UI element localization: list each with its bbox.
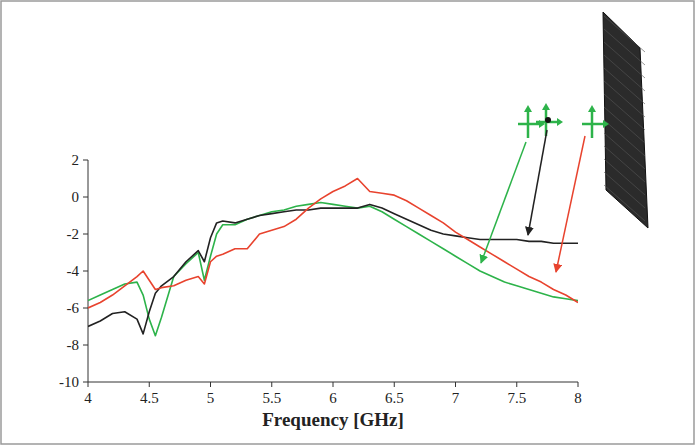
panel-line xyxy=(604,146,645,182)
panel-line xyxy=(604,185,645,221)
antenna-icon xyxy=(582,105,609,138)
y-tick xyxy=(83,345,88,346)
pointer-arrow xyxy=(556,136,585,272)
x-tick-label: 4.5 xyxy=(140,390,159,406)
x-tick-label: 5 xyxy=(207,390,215,406)
x-tick xyxy=(578,382,579,387)
x-tick xyxy=(88,382,89,387)
x-tick xyxy=(455,382,456,387)
x-tick-label: 7.5 xyxy=(507,390,526,406)
y-tick xyxy=(83,382,88,383)
x-tick-label: 6.5 xyxy=(385,390,404,406)
x-tick xyxy=(210,382,211,387)
x-tick xyxy=(394,382,395,387)
plot-lines xyxy=(88,179,578,336)
y-tick-label: -4 xyxy=(67,263,80,279)
x-tick-label: 5.5 xyxy=(262,390,281,406)
y-tick xyxy=(83,271,88,272)
chart: -10 -8 -6 -4 -2 0 2 4 4.5 5 5.5 6 6.5 7 7.5 8 Frequency … xyxy=(0,0,695,445)
panel-line xyxy=(604,55,645,91)
x-tick-label: 7 xyxy=(452,390,460,406)
x-tick-label: 8 xyxy=(574,390,582,406)
icon-dot xyxy=(545,117,551,123)
panel-line xyxy=(604,29,645,65)
y-tick-label: 0 xyxy=(72,189,80,205)
panel-line xyxy=(604,133,645,169)
panel-line xyxy=(604,172,645,208)
series-line xyxy=(88,203,578,336)
x-axis-title: Frequency [GHz] xyxy=(262,409,404,430)
x-tick xyxy=(333,382,334,387)
x-tick-label: 6 xyxy=(329,390,337,406)
panel-line xyxy=(604,159,645,195)
panel-line xyxy=(604,81,645,117)
x-tick xyxy=(516,382,517,387)
pointer-arrow xyxy=(481,142,526,263)
panel-line xyxy=(604,16,645,52)
y-tick-label: 2 xyxy=(72,152,80,168)
panel-line xyxy=(604,120,645,156)
panel-line xyxy=(604,42,645,78)
panel-line xyxy=(604,68,645,104)
y-tick xyxy=(83,160,88,161)
x-tick xyxy=(149,382,150,387)
x-tick-label: 4 xyxy=(84,390,92,406)
y-tick-label: -10 xyxy=(59,374,79,390)
y-tick xyxy=(83,234,88,235)
pointer-arrow xyxy=(528,130,547,235)
y-tick-label: -2 xyxy=(67,226,80,242)
antenna-icon xyxy=(536,103,563,136)
y-tick xyxy=(83,308,88,309)
frame xyxy=(1,1,694,444)
y-tick-label: -8 xyxy=(67,337,80,353)
panel-line xyxy=(604,107,645,143)
panel xyxy=(603,12,648,228)
series-line xyxy=(88,204,578,334)
y-tick xyxy=(83,197,88,198)
y-tick-label: -6 xyxy=(67,300,80,316)
x-tick xyxy=(271,382,272,387)
panel-line xyxy=(604,94,645,130)
